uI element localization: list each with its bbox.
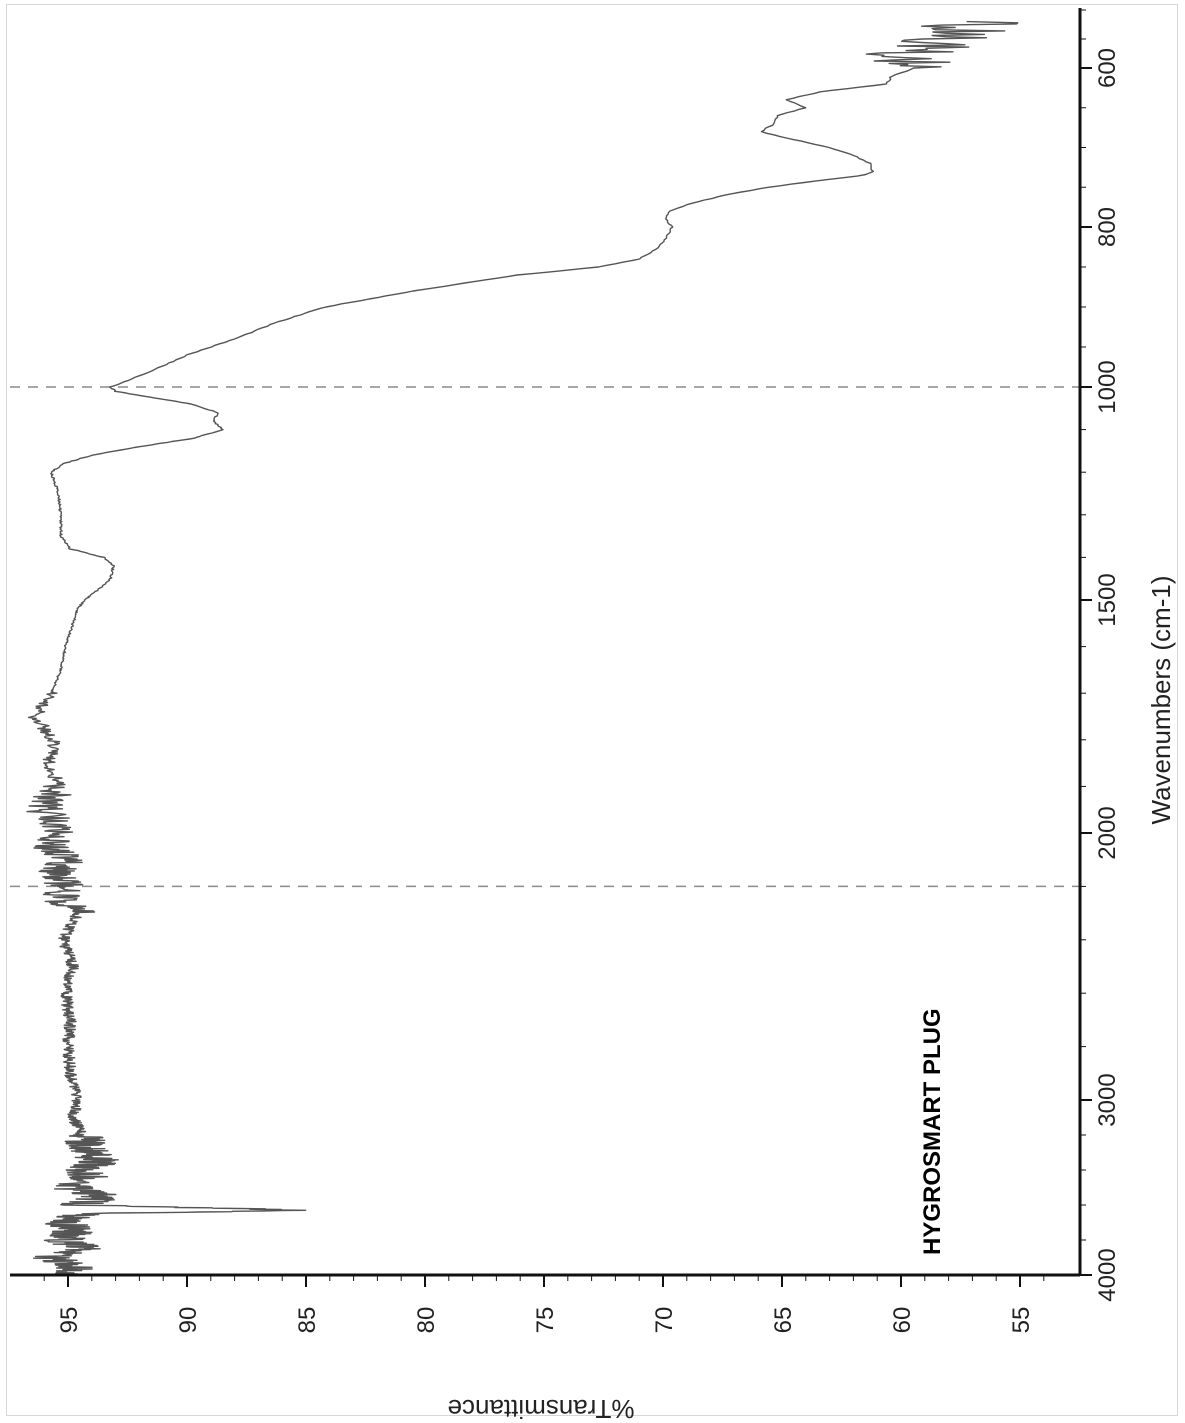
x-tick-label-1000: 1000 <box>1094 360 1121 413</box>
x-axis-title: Wavenumbers (cm-1) <box>1146 576 1176 825</box>
x-tick-label-4000: 4000 <box>1094 1248 1121 1301</box>
sample-annotation: HYGROSMART PLUG <box>919 1008 946 1255</box>
x-tick-label-2000: 2000 <box>1094 806 1121 859</box>
x-tick-label-800: 800 <box>1094 207 1121 247</box>
y-tick-label-65: 65 <box>770 1307 797 1334</box>
page-frame <box>6 4 1178 1416</box>
reference-lines <box>10 386 1080 888</box>
x-tick-label-600: 600 <box>1094 48 1121 88</box>
x-tick-label-3000: 3000 <box>1094 1073 1121 1126</box>
spectrum-series <box>26 20 1019 1276</box>
spectrum-line <box>26 20 1019 1276</box>
y-tick-label-90: 90 <box>175 1307 202 1334</box>
y-tick-label-85: 85 <box>294 1307 321 1334</box>
y-tick-label-60: 60 <box>889 1307 916 1334</box>
y-tick-label-55: 55 <box>1008 1307 1035 1334</box>
x-tick-label-1500: 1500 <box>1094 573 1121 626</box>
y-tick-label-95: 95 <box>56 1307 83 1334</box>
y-tick-label-75: 75 <box>532 1307 559 1334</box>
y-tick-label-80: 80 <box>413 1307 440 1334</box>
axis-ticks: 4000 3000 2000 1500 1000 800 600 95 90 85 80 75 70 65… <box>43 9 1121 1334</box>
y-axis-title: %Transmittance <box>448 1394 635 1423</box>
y-tick-label-70: 70 <box>651 1307 678 1334</box>
